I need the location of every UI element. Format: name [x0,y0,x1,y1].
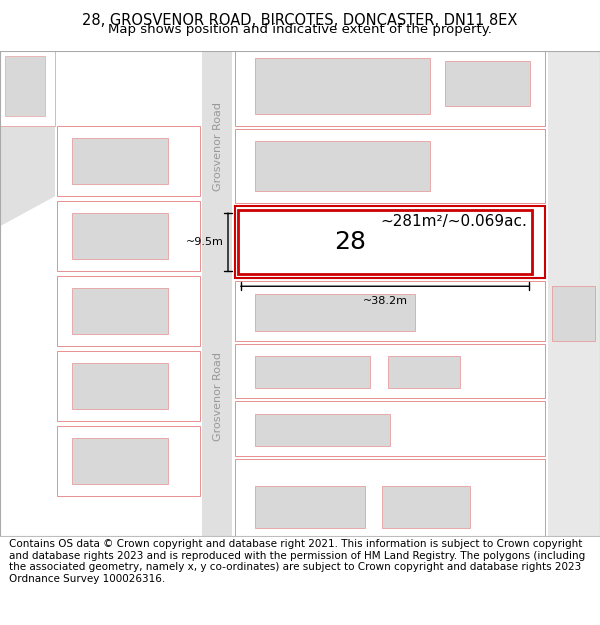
Polygon shape [235,344,545,398]
Polygon shape [255,486,365,528]
Polygon shape [0,48,55,126]
Polygon shape [57,126,200,196]
Polygon shape [255,414,390,446]
Polygon shape [238,210,532,274]
Text: ~9.5m: ~9.5m [186,238,224,248]
Polygon shape [235,459,545,536]
Polygon shape [445,61,530,106]
Polygon shape [57,276,200,346]
Polygon shape [72,363,168,409]
Polygon shape [0,51,55,226]
Text: Grosvenor Road: Grosvenor Road [213,102,223,191]
Polygon shape [57,201,200,271]
Polygon shape [72,438,168,484]
Polygon shape [57,426,200,496]
Polygon shape [72,288,168,334]
Polygon shape [202,51,232,536]
Polygon shape [5,56,45,116]
Polygon shape [255,356,370,388]
Text: 28, GROSVENOR ROAD, BIRCOTES, DONCASTER, DN11 8EX: 28, GROSVENOR ROAD, BIRCOTES, DONCASTER,… [82,12,518,28]
Polygon shape [382,486,470,528]
Text: ~38.2m: ~38.2m [362,296,407,306]
Polygon shape [72,213,168,259]
Polygon shape [235,129,545,203]
Polygon shape [255,141,430,191]
Text: 28: 28 [334,230,366,254]
Text: ~281m²/~0.069ac.: ~281m²/~0.069ac. [380,214,527,229]
Text: Grosvenor Road: Grosvenor Road [213,352,223,441]
Polygon shape [255,294,415,331]
Polygon shape [388,356,460,388]
Polygon shape [552,286,595,341]
Polygon shape [255,58,430,114]
Polygon shape [235,206,545,278]
Text: Map shows position and indicative extent of the property.: Map shows position and indicative extent… [108,23,492,36]
Polygon shape [548,51,600,536]
Polygon shape [72,138,168,184]
Polygon shape [57,351,200,421]
Text: Contains OS data © Crown copyright and database right 2021. This information is : Contains OS data © Crown copyright and d… [9,539,585,584]
Polygon shape [235,51,545,126]
Polygon shape [235,401,545,456]
Polygon shape [235,281,545,341]
